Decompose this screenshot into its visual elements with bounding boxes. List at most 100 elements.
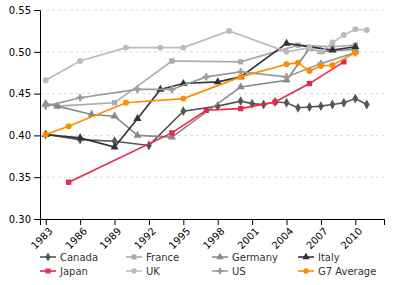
point [305, 44, 313, 51]
x-tick-mark [287, 219, 288, 225]
point [111, 112, 119, 119]
legend-symbol [302, 253, 309, 259]
x-tick: 1995 [167, 219, 193, 251]
series [66, 59, 346, 185]
y-tick-label: 0.55 [9, 5, 31, 16]
point [364, 100, 370, 110]
plot: 1983198619891992199519982001200420072010… [9, 5, 385, 251]
point [134, 86, 141, 93]
legend-symbol [45, 252, 50, 261]
point [238, 106, 243, 111]
y-tick: 0.55 [9, 5, 40, 16]
point [66, 180, 71, 185]
point [77, 94, 84, 101]
legend-item: US [212, 266, 246, 277]
point [169, 130, 174, 135]
legend-label: US [232, 266, 246, 277]
series [43, 26, 370, 83]
point [284, 98, 290, 108]
series-line [46, 53, 356, 135]
legend-symbol [46, 269, 51, 274]
y-axis-line [34, 11, 41, 220]
x-tick-label: 2007 [304, 225, 330, 251]
point [318, 63, 324, 69]
x-tick-label: 1995 [167, 225, 193, 251]
point [364, 27, 370, 33]
chart: 1983198619891992199519982001200420072010… [0, 0, 400, 285]
point [43, 77, 49, 83]
series-line [46, 48, 356, 137]
y-tick: 0.50 [9, 47, 40, 58]
series [42, 39, 360, 150]
y-tick-label: 0.50 [9, 47, 31, 58]
x-tick-mark [183, 219, 184, 225]
x-tick-mark [46, 219, 47, 225]
legend-symbol [132, 255, 137, 260]
point [169, 58, 174, 63]
x-tick-mark [218, 219, 219, 225]
point [66, 123, 72, 129]
y-tick-label: 0.45 [9, 88, 31, 99]
y-tick-label: 0.35 [9, 172, 31, 183]
x-tick: 2004 [270, 219, 296, 251]
x-tick-mark [355, 219, 356, 225]
legend-symbol [131, 268, 137, 274]
legend-label: Canada [60, 252, 98, 263]
point [42, 103, 49, 110]
legend-item: France [126, 252, 179, 263]
legend-label: France [146, 252, 179, 263]
point [283, 73, 290, 80]
x-tick: 1998 [201, 219, 227, 251]
y-tick-mark [34, 219, 40, 220]
point [352, 94, 358, 104]
y-tick-mark [34, 135, 40, 136]
point [318, 101, 324, 111]
x-tick: 1986 [63, 219, 89, 251]
point [318, 49, 324, 55]
point [203, 73, 210, 80]
x-tick: 1992 [132, 219, 158, 251]
legend-label: Germany [232, 252, 278, 263]
legend-symbol [303, 268, 309, 274]
x-axis: 1983198619891992199519982001200420072010 [29, 219, 385, 251]
point [295, 103, 301, 113]
x-axis-line [41, 220, 385, 226]
point [238, 74, 244, 80]
point [204, 108, 209, 113]
series-line [46, 53, 356, 107]
point [77, 58, 83, 64]
x-tick-mark [321, 219, 322, 225]
point [284, 49, 290, 55]
x-tick-mark [80, 219, 81, 225]
x-tick-label: 1983 [29, 225, 55, 251]
grid-line [40, 177, 384, 178]
point [133, 114, 141, 121]
series [55, 42, 358, 108]
legend-label: Japan [59, 266, 88, 277]
point [307, 102, 313, 112]
x-tick-label: 1992 [132, 225, 158, 251]
x-tick-label: 1986 [63, 225, 89, 251]
legend-label: Italy [318, 252, 340, 263]
legend-item: Germany [212, 252, 278, 263]
x-tick-label: 1989 [98, 225, 124, 251]
legend-symbol [217, 268, 224, 275]
y-tick: 0.30 [9, 214, 40, 225]
grid [40, 10, 384, 219]
series-line [46, 43, 356, 147]
series [43, 50, 359, 138]
point [111, 142, 119, 149]
x-tick: 2010 [339, 219, 365, 251]
y-tick: 0.45 [9, 88, 40, 99]
x-tick-label: 2010 [339, 225, 365, 251]
grid-line [40, 93, 384, 94]
x-tick: 1983 [29, 219, 55, 251]
point [180, 106, 186, 116]
point [329, 40, 335, 46]
x-tick-mark [115, 219, 116, 225]
legend-item: Japan [40, 266, 88, 277]
point [351, 42, 359, 49]
legend-label: UK [146, 266, 160, 277]
point [352, 26, 358, 32]
point [168, 86, 175, 93]
